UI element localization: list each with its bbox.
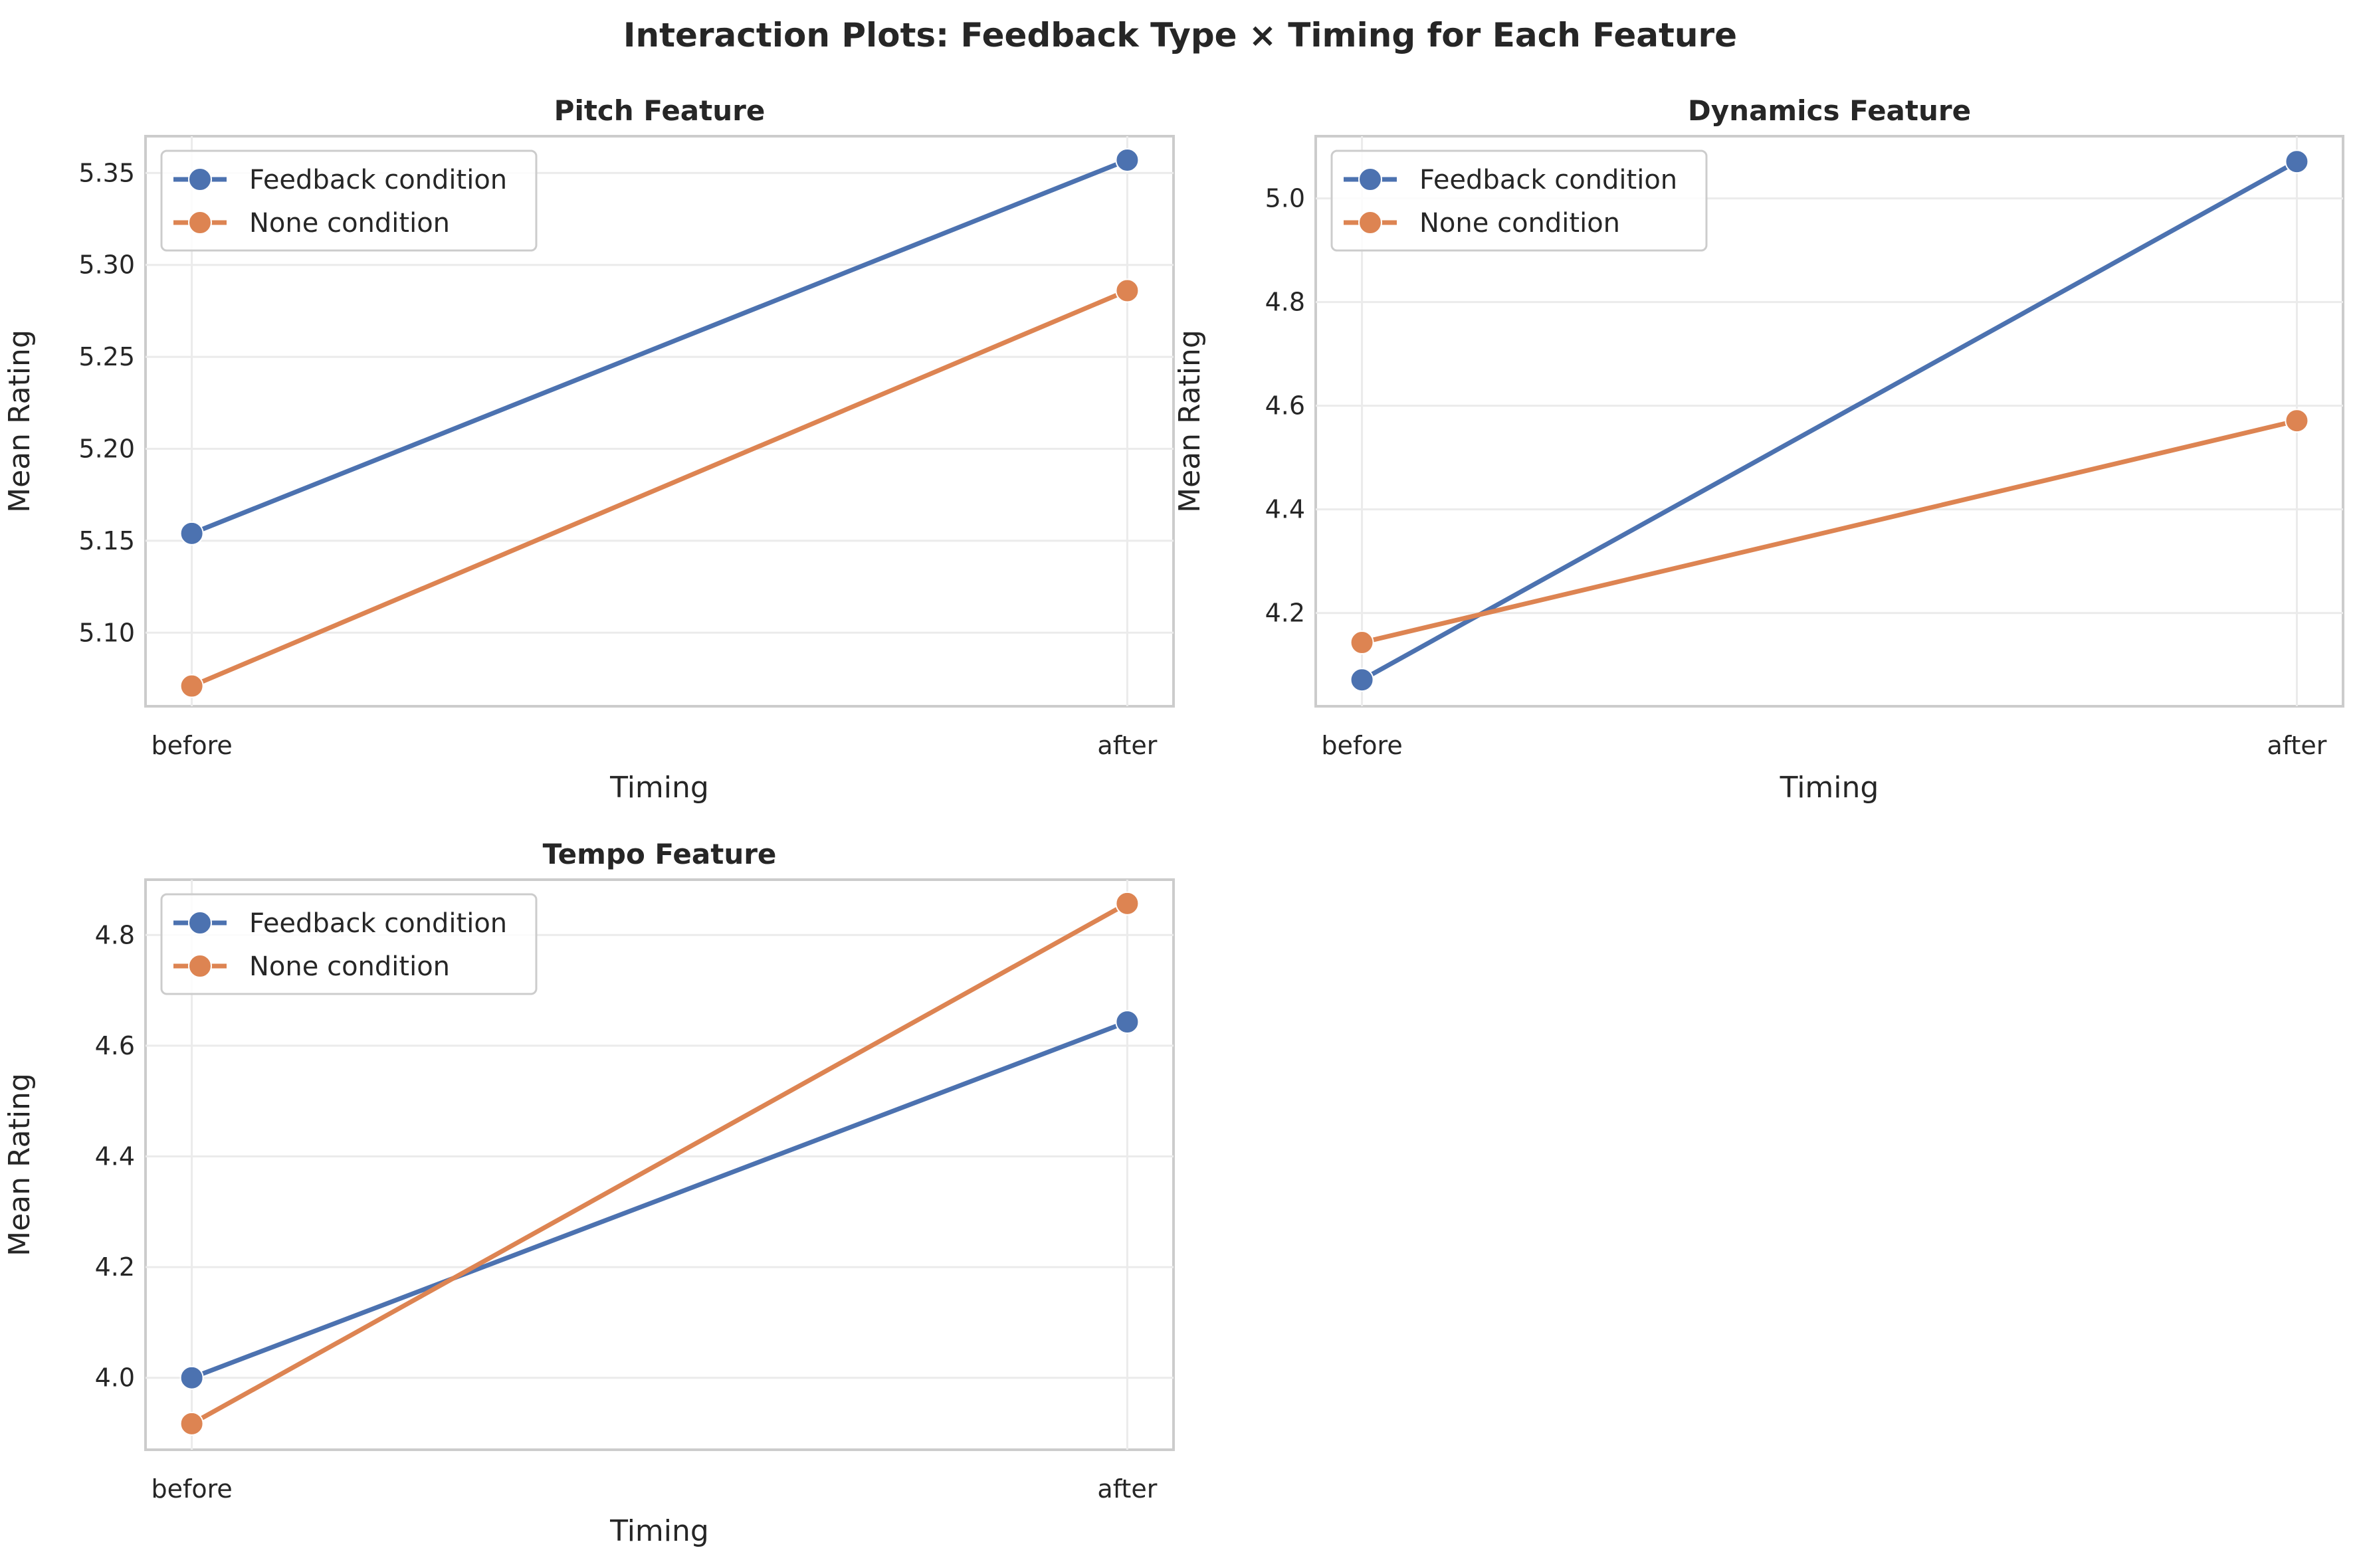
x-axis-label: Timing [609, 1514, 709, 1548]
y-tick-label: 4.8 [95, 920, 135, 949]
x-tick-label: after [2267, 731, 2326, 760]
y-tick-label: 4.2 [95, 1252, 135, 1282]
y-axis-label: Mean Rating [1173, 330, 1207, 513]
x-axis-label: Timing [609, 771, 709, 805]
none-condition-line [191, 288, 1128, 688]
legend-box [160, 893, 538, 995]
none-condition-legend-marker [188, 954, 212, 978]
feedback-condition-legend-marker [188, 167, 212, 191]
feedback-condition-legend-marker [1358, 167, 1382, 191]
legend-label: None condition [1419, 208, 1620, 239]
none-condition-point [1350, 631, 1374, 655]
x-tick-label: after [1097, 731, 1157, 760]
none-condition-legend-marker [1358, 211, 1382, 235]
legend-label: Feedback condition [1419, 165, 1677, 195]
legend-label: Feedback condition [249, 908, 507, 939]
none-condition-point [179, 674, 204, 698]
y-tick-label: 4.6 [1265, 391, 1305, 421]
legend: Feedback condition None condition [1330, 149, 1708, 252]
feedback-condition-point [1115, 1010, 1140, 1034]
x-axis-label: Timing [1780, 771, 1879, 805]
y-axis-label: Mean Rating [3, 330, 37, 513]
legend-label: None condition [249, 208, 450, 239]
feedback-condition-legend-marker [188, 911, 212, 935]
legend-box [160, 149, 538, 252]
x-tick-label: before [151, 731, 232, 760]
y-axis-label: Mean Rating [3, 1073, 37, 1256]
y-tick-label: 5.30 [78, 250, 135, 280]
y-tick-label: 5.25 [78, 342, 135, 371]
y-tick-label: 5.20 [78, 435, 135, 464]
legend-label: Feedback condition [249, 165, 507, 195]
feedback-condition-point [1115, 147, 1140, 172]
subplot-grid: 5.10 5.15 5.20 5.25 5.30 5.35 before after Timin… [3, 94, 2344, 1548]
y-tick-label: 5.0 [1265, 184, 1305, 213]
none-condition-point [1115, 891, 1140, 916]
feedback-condition-line [191, 157, 1128, 536]
x-tick-label: before [151, 1474, 232, 1504]
legend: Feedback condition None condition [160, 893, 538, 995]
figure-title: Interaction Plots: Feedback Type × Timin… [623, 16, 1737, 54]
none-condition-point [179, 1411, 204, 1436]
y-tick-label: 4.2 [1265, 599, 1305, 628]
none-condition-line [1361, 418, 2298, 645]
legend: Feedback condition None condition [160, 149, 538, 252]
feedback-condition-point [2285, 149, 2309, 174]
pitch-feature-panel: 5.10 5.15 5.20 5.25 5.30 5.35 before after Timin… [3, 94, 1175, 805]
legend-box [1330, 149, 1708, 252]
y-tick-label: 4.0 [95, 1363, 135, 1393]
dynamics-feature-panel: 4.2 4.4 4.6 4.8 5.0 before after Timing Mean Rat… [1173, 94, 2344, 805]
feedback-condition-line [1360, 159, 2299, 682]
tempo-feature-panel: 4.0 4.2 4.4 4.6 4.8 before after Timing Mean Rat… [3, 838, 1175, 1548]
feedback-condition-point [179, 521, 204, 545]
x-tick-label: after [1097, 1474, 1157, 1504]
subplot-title: Pitch Feature [554, 94, 766, 127]
legend-label: None condition [249, 951, 450, 982]
y-tick-label: 5.35 [78, 158, 135, 187]
y-tick-label: 5.15 [78, 526, 135, 555]
feedback-condition-line [191, 1019, 1128, 1380]
none-condition-legend-marker [188, 211, 212, 235]
none-condition-point [2285, 409, 2309, 433]
subplot-title: Tempo Feature [543, 838, 777, 870]
none-condition-point [1115, 278, 1140, 303]
none-condition-line [190, 901, 1129, 1426]
x-tick-label: before [1321, 731, 1402, 760]
feedback-condition-point [1350, 668, 1374, 692]
y-tick-label: 5.10 [78, 618, 135, 647]
y-tick-label: 4.4 [1265, 495, 1305, 524]
y-tick-label: 4.8 [1265, 288, 1305, 317]
y-tick-label: 4.4 [95, 1142, 135, 1171]
subplot-title: Dynamics Feature [1688, 94, 1971, 127]
y-tick-label: 4.6 [95, 1031, 135, 1060]
feedback-condition-point [179, 1365, 204, 1390]
